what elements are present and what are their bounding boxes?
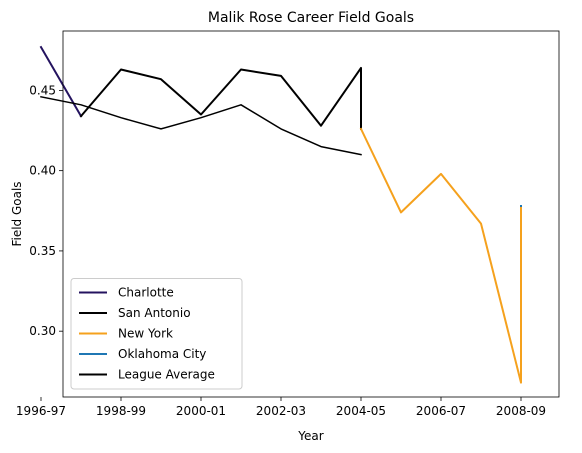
y-tick-label: 0.40: [29, 164, 56, 178]
series-line-league-average: [40, 95, 362, 156]
legend-label: San Antonio: [118, 306, 191, 320]
legend-label: Charlotte: [118, 286, 174, 300]
legend-label: New York: [118, 327, 173, 341]
y-tick-label: 0.45: [29, 83, 56, 97]
x-tick-label: 2008-09: [496, 404, 546, 418]
x-tick-label: 1996-97: [16, 404, 66, 418]
y-ticks: 0.30 0.35 0.40 0.45: [29, 83, 63, 338]
x-ticks: 1996-97 1998-99 2000-01 2002-03 2004-05 2006-…: [16, 397, 546, 418]
y-tick-label: 0.35: [29, 244, 56, 258]
legend-label: League Average: [118, 368, 215, 382]
series-layer: [39, 45, 522, 384]
x-tick-label: 2004-05: [336, 404, 386, 418]
legend-label: Oklahoma City: [118, 347, 206, 361]
x-axis-label: Year: [297, 429, 323, 443]
x-tick-label: 1998-99: [96, 404, 146, 418]
legend-frame: [70, 278, 243, 390]
y-tick-label: 0.30: [29, 324, 56, 338]
series-line-charlotte: [39, 45, 83, 118]
legend: Charlotte San Antonio New York Oklahoma Cit…: [70, 278, 243, 390]
series-line-san-antonio: [79, 66, 362, 130]
x-tick-label: 2002-03: [256, 404, 306, 418]
y-axis-label: Field Goals: [10, 181, 24, 246]
x-tick-label: 2006-07: [416, 404, 466, 418]
series-line-new-york: [359, 127, 522, 384]
x-tick-label: 2000-01: [176, 404, 226, 418]
chart-title: Malik Rose Career Field Goals: [208, 10, 414, 26]
plot-frame: [62, 30, 560, 398]
